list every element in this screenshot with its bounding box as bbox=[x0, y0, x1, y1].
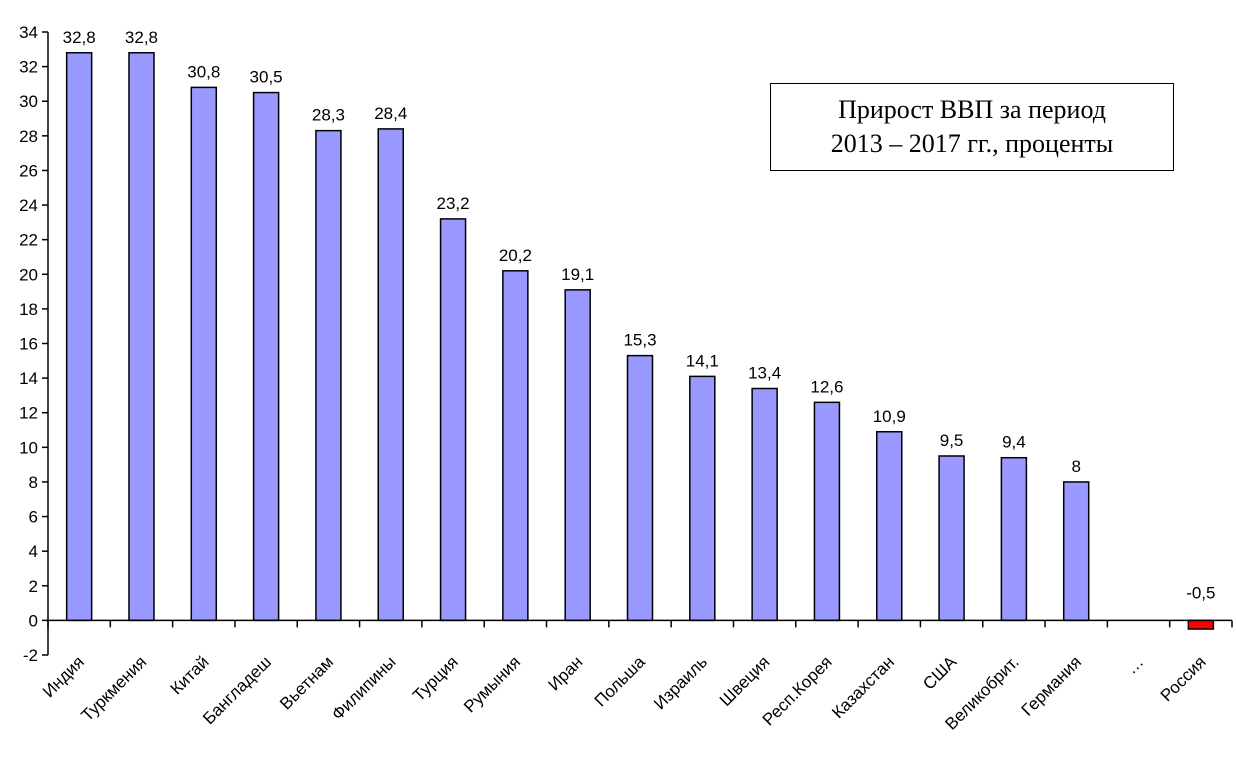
data-label: 13,4 bbox=[748, 363, 781, 382]
bar bbox=[439, 218, 467, 622]
y-tick-label: 16 bbox=[19, 335, 38, 354]
x-category-label: Филипины bbox=[328, 652, 400, 724]
x-category-label: Германия bbox=[1018, 652, 1085, 719]
data-label: 14,1 bbox=[686, 351, 719, 370]
bar bbox=[252, 91, 280, 622]
x-category-label: Индия bbox=[39, 652, 88, 701]
bar bbox=[751, 387, 778, 622]
bar bbox=[128, 52, 155, 622]
y-tick-label: 26 bbox=[19, 161, 38, 180]
y-tick-label: 12 bbox=[19, 404, 38, 423]
y-tick-label: 10 bbox=[19, 438, 38, 457]
data-label: 9,5 bbox=[940, 431, 964, 450]
x-category-label: Польша bbox=[591, 652, 649, 710]
x-category-label: Казахстан bbox=[828, 652, 898, 722]
data-label: 9,4 bbox=[1002, 433, 1026, 452]
bar bbox=[813, 401, 841, 622]
x-category-label: Туркмения bbox=[78, 652, 151, 725]
y-tick-label: -2 bbox=[23, 646, 38, 665]
y-tick-label: 24 bbox=[19, 196, 38, 215]
data-label: 10,9 bbox=[873, 407, 906, 426]
x-category-label: Китай bbox=[167, 652, 213, 698]
x-category-label: Россия bbox=[1157, 652, 1210, 705]
x-category-label: Румыния bbox=[460, 652, 524, 716]
x-category-label: Иран bbox=[544, 652, 586, 694]
data-label: 19,1 bbox=[561, 265, 594, 284]
bar bbox=[377, 128, 404, 622]
data-labels: 32,8 32,8 30,8 30,5 28,3 28,4 23,2 20,2 19,1 15,3… bbox=[63, 28, 1216, 603]
bar bbox=[626, 354, 654, 622]
x-category-label: Турция bbox=[409, 652, 462, 705]
y-tick-label: 6 bbox=[29, 508, 38, 527]
data-label: 32,8 bbox=[125, 28, 158, 47]
y-tick-label: 18 bbox=[19, 300, 38, 319]
y-tick-label: 4 bbox=[29, 542, 38, 561]
bar bbox=[315, 129, 342, 622]
data-label: 8 bbox=[1071, 457, 1080, 476]
data-label: 30,8 bbox=[187, 62, 220, 81]
data-label: 15,3 bbox=[623, 331, 656, 350]
bar bbox=[502, 270, 529, 622]
x-category-label: Израиль bbox=[650, 652, 711, 713]
y-tick-label: 28 bbox=[19, 127, 38, 146]
chart-title-line-2: 2013 – 2017 гг., проценты bbox=[830, 129, 1114, 158]
bar bbox=[1187, 619, 1215, 630]
y-tick-label: 2 bbox=[29, 577, 38, 596]
bars bbox=[65, 52, 1215, 630]
y-tick-label: 22 bbox=[19, 231, 38, 250]
x-category-label: США bbox=[919, 652, 961, 694]
bar bbox=[65, 52, 93, 622]
data-label: 30,5 bbox=[250, 68, 283, 87]
bar bbox=[190, 86, 218, 622]
bar bbox=[938, 455, 965, 622]
data-label: 23,2 bbox=[437, 194, 470, 213]
x-category-label: … bbox=[1122, 652, 1147, 677]
chart-title-box: Прирост ВВП за период 2013 – 2017 гг., п… bbox=[770, 83, 1174, 171]
y-tick-label: 14 bbox=[19, 369, 38, 388]
y-tick-label: 32 bbox=[19, 58, 38, 77]
bar bbox=[1062, 481, 1090, 622]
data-label: 20,2 bbox=[499, 246, 532, 265]
data-label: 32,8 bbox=[63, 28, 96, 47]
y-tick-label: 0 bbox=[29, 611, 38, 630]
bar bbox=[1000, 456, 1028, 622]
y-tick-label: 30 bbox=[19, 92, 38, 111]
y-tick-label: 20 bbox=[19, 265, 38, 284]
data-label: 28,3 bbox=[312, 106, 345, 125]
bar bbox=[689, 375, 716, 622]
x-category-label: Вьетнам bbox=[276, 652, 337, 713]
chart-title-line-1: Прирост ВВП за период bbox=[838, 95, 1106, 124]
bar bbox=[564, 289, 591, 622]
x-category-label: Швеция bbox=[716, 652, 774, 710]
bar bbox=[876, 431, 903, 622]
y-tick-label: 34 bbox=[19, 23, 38, 42]
data-label: -0,5 bbox=[1186, 583, 1215, 602]
data-label: 12,6 bbox=[810, 377, 843, 396]
data-label: 28,4 bbox=[374, 104, 407, 123]
y-tick-label: 8 bbox=[29, 473, 38, 492]
